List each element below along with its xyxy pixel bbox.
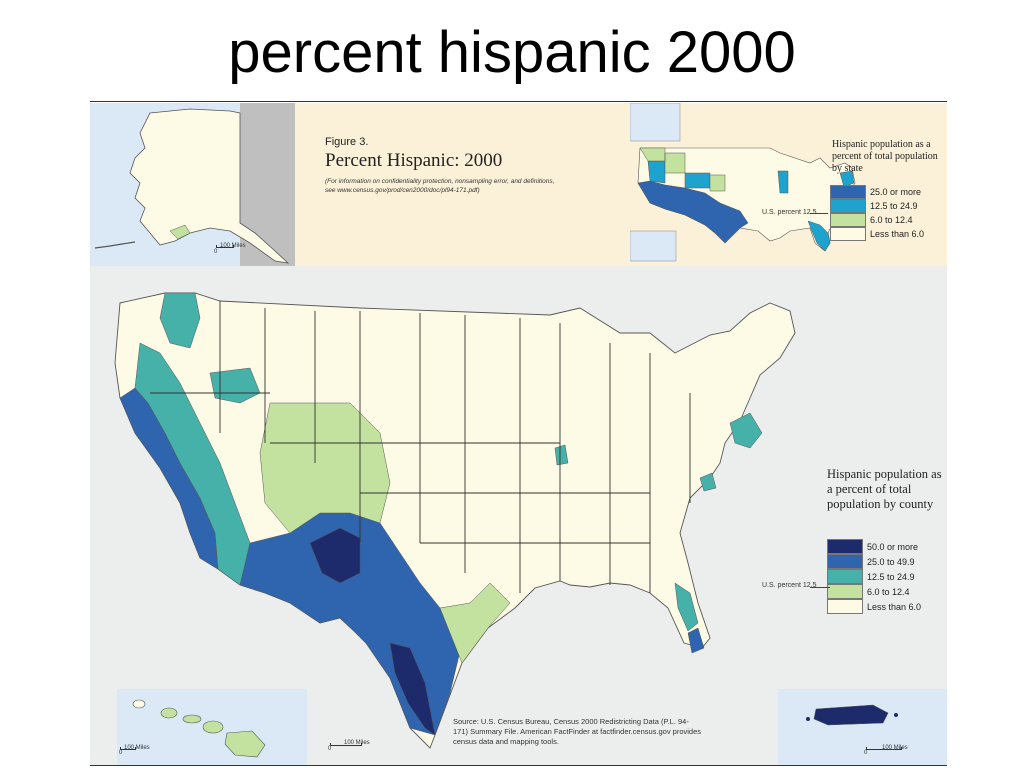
alaska-scale-zero: 0 bbox=[214, 249, 218, 255]
mini-west-6-12 bbox=[639, 147, 726, 192]
alaska-inset: 0 100 Miles bbox=[90, 103, 295, 266]
kauai-island bbox=[132, 699, 146, 709]
alaska-scale-bar bbox=[216, 245, 234, 248]
pr-scale-label: 100 Miles bbox=[882, 745, 908, 751]
legend-swatch bbox=[827, 569, 863, 584]
state-us-percent-line bbox=[810, 213, 828, 214]
state-legend-title: Hispanic population as a percent of tota… bbox=[832, 139, 938, 174]
puerto-rico-map bbox=[806, 704, 898, 726]
northwest-hispanic-moderate bbox=[159, 292, 261, 404]
texas-east-hispanic-low bbox=[439, 582, 511, 664]
legend-item: Less than 6.0 bbox=[830, 227, 924, 241]
hawaii-scale-bar bbox=[120, 747, 136, 750]
legend-label: 6.0 to 12.4 bbox=[870, 215, 913, 225]
southwest-hispanic-majority bbox=[309, 527, 436, 736]
census-map-figure: 0 100 Miles Figure 3. Percent Hispanic: … bbox=[90, 103, 947, 765]
florida-hispanic-high bbox=[687, 627, 705, 654]
figure-label: Figure 3. bbox=[325, 136, 369, 148]
legend-label: Less than 6.0 bbox=[870, 229, 925, 239]
aleutian-islands bbox=[94, 241, 136, 249]
northeast-hispanic-moderate bbox=[729, 412, 763, 449]
alaska-southwest-hispanic bbox=[169, 224, 191, 240]
legend-label: 50.0 or more bbox=[867, 541, 919, 552]
state-mini-map bbox=[630, 103, 856, 262]
mona-island bbox=[806, 717, 810, 721]
legend-item: 50.0 or more bbox=[827, 539, 918, 554]
hawaii-inset: 0 100 Miles bbox=[117, 689, 307, 765]
legend-swatch bbox=[830, 227, 866, 241]
mainland-scale-bar bbox=[330, 743, 362, 746]
state-borders bbox=[150, 301, 691, 593]
vieques-island bbox=[894, 713, 898, 717]
county-us-percent: U.S. percent 12.5 bbox=[762, 582, 817, 589]
legend-label: 25.0 to 49.9 bbox=[867, 556, 915, 567]
chicago-area bbox=[554, 444, 569, 466]
county-map bbox=[114, 292, 796, 749]
legend-swatch bbox=[827, 554, 863, 569]
florida-hispanic-moderate bbox=[674, 582, 699, 632]
washington-dc-area bbox=[699, 472, 717, 492]
legend-label: 12.5 to 24.9 bbox=[870, 201, 918, 211]
legend-item: Less than 6.0 bbox=[827, 599, 921, 614]
legend-swatch bbox=[830, 185, 866, 199]
puerto-rico-inset: 0 100 Miles bbox=[778, 689, 947, 765]
legend-swatch bbox=[827, 539, 863, 554]
mini-southwest-25-plus bbox=[637, 180, 749, 244]
legend-swatch bbox=[827, 599, 863, 614]
big-island bbox=[224, 730, 266, 758]
molokai-island bbox=[182, 714, 202, 724]
maui-island bbox=[202, 720, 224, 734]
legend-label: 25.0 or more bbox=[870, 187, 922, 197]
alaska-map bbox=[94, 103, 295, 266]
legend-item: 25.0 or more bbox=[830, 185, 921, 199]
pr-scale-bar bbox=[866, 747, 902, 750]
legend-label: 12.5 to 24.9 bbox=[867, 571, 915, 582]
legend-item: 6.0 to 12.4 bbox=[827, 584, 910, 599]
mini-northeast-12-5 bbox=[839, 170, 855, 188]
bottom-rule bbox=[90, 765, 947, 766]
hawaii-scale-label: 100 Miles bbox=[124, 745, 150, 751]
state-us-percent: U.S. percent 12.5 bbox=[762, 209, 817, 216]
mainland-scale-zero: 0 bbox=[328, 746, 332, 752]
pr-scale-zero: 0 bbox=[864, 750, 868, 756]
mini-illinois-12-5 bbox=[777, 170, 789, 194]
state-map-inset bbox=[630, 103, 947, 266]
legend-swatch bbox=[830, 213, 866, 227]
hawaii-map bbox=[132, 699, 266, 758]
county-us-percent-line bbox=[810, 587, 830, 588]
mainland-scale-label: 100 Miles bbox=[344, 740, 370, 746]
west-hispanic-moderate bbox=[134, 342, 251, 586]
legend-item: 12.5 to 24.9 bbox=[827, 569, 915, 584]
slide-title: percent hispanic 2000 bbox=[228, 20, 796, 85]
legend-item: 25.0 to 49.9 bbox=[827, 554, 915, 569]
plains-hispanic-low bbox=[259, 402, 391, 534]
county-legend-title: Hispanic population as a percent of tota… bbox=[827, 467, 942, 511]
oahu-island bbox=[160, 707, 178, 719]
alaska-scale-label: 100 Miles bbox=[220, 243, 246, 249]
legend-swatch bbox=[830, 199, 866, 213]
figure-title: Percent Hispanic: 2000 bbox=[325, 150, 503, 171]
legend-item: 12.5 to 24.9 bbox=[830, 199, 918, 213]
hawaii-scale-zero: 0 bbox=[119, 750, 123, 756]
mini-alaska-inset bbox=[630, 103, 681, 142]
mini-florida-12-5 bbox=[807, 220, 831, 252]
legend-label: Less than 6.0 bbox=[867, 601, 922, 612]
puerto-rico-shape bbox=[813, 704, 889, 726]
legend-swatch bbox=[827, 584, 863, 599]
legend-item: 6.0 to 12.4 bbox=[830, 213, 913, 227]
mini-hawaii-inset bbox=[630, 230, 677, 262]
source-note: Source: U.S. Census Bureau, Census 2000 … bbox=[453, 717, 702, 746]
top-rule bbox=[90, 101, 947, 102]
figure-note: (For information on confidentiality prot… bbox=[325, 178, 555, 194]
legend-label: 6.0 to 12.4 bbox=[867, 586, 910, 597]
